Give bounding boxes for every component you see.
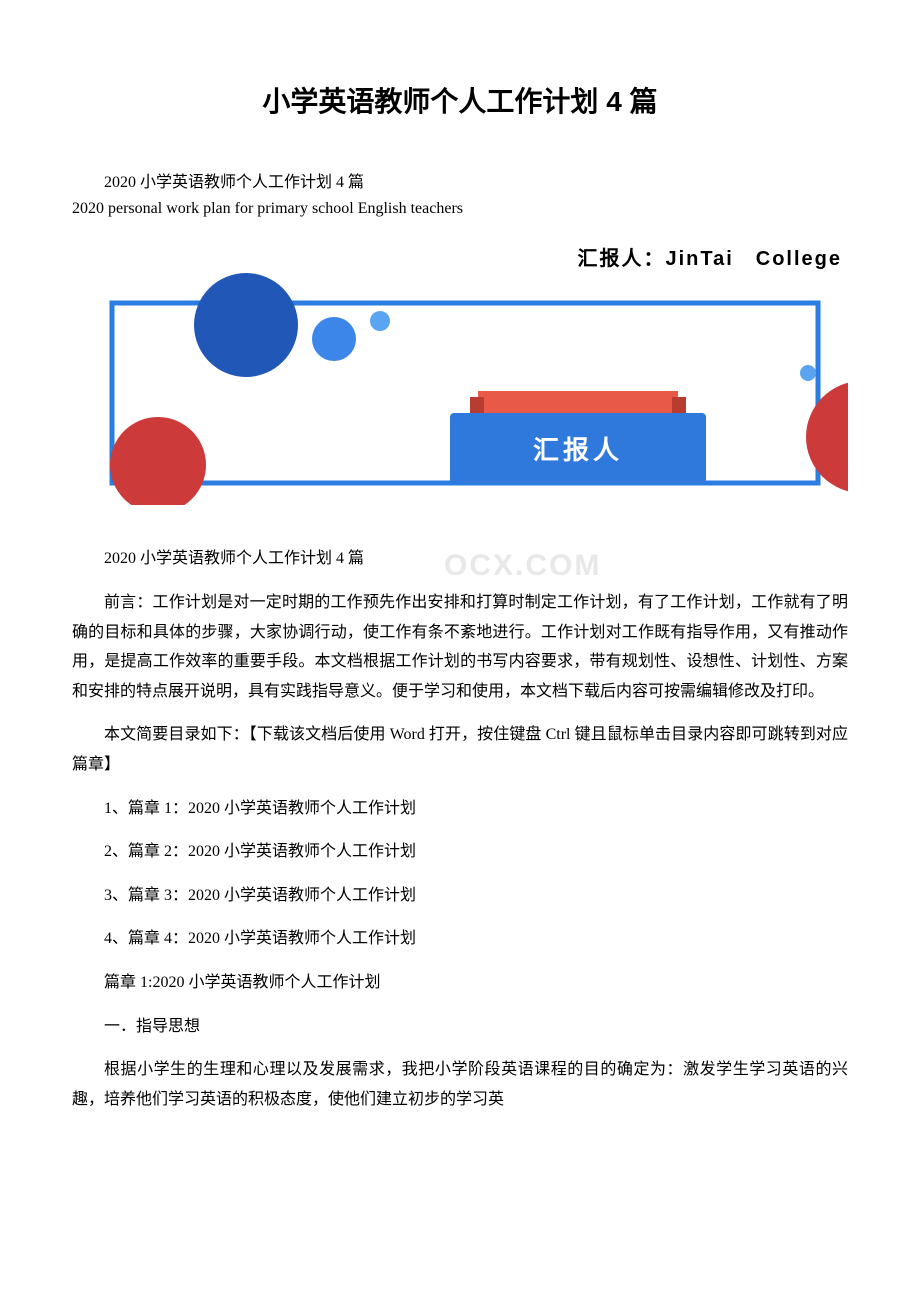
toc-intro: 本文简要目录如下：【下载该文档后使用 Word 打开，按住键盘 Ctrl 键且鼠… <box>72 720 848 779</box>
banner-graphic: 汇报人：JinTai College 汇报人 <box>72 237 848 505</box>
subtitle-block: 2020 小学英语教师个人工作计划 4 篇 2020 personal work… <box>72 170 848 221</box>
subtitle-english: 2020 personal work plan for primary scho… <box>72 196 848 222</box>
document-title: 小学英语教师个人工作计划 4 篇 <box>72 80 848 120</box>
repeat-title: 2020 小学英语教师个人工作计划 4 篇 <box>104 550 364 567</box>
blue-circle-large <box>194 273 298 377</box>
badge-top-strip <box>478 391 678 413</box>
toc-item-1: 1、篇章 1：2020 小学英语教师个人工作计划 <box>72 794 848 824</box>
red-circle-left <box>110 417 206 505</box>
reporter-label: 汇报人：JinTai College <box>577 246 842 270</box>
red-circle-right <box>806 381 848 493</box>
banner-svg: 汇报人：JinTai College 汇报人 <box>72 237 848 505</box>
watermark-text: OCX.COM <box>412 539 601 593</box>
subtitle-chinese: 2020 小学英语教师个人工作计划 4 篇 <box>72 170 848 196</box>
badge-top-right-notch <box>672 397 686 413</box>
section1-body: 根据小学生的生理和心理以及发展需求，我把小学阶段英语课程的目的确定为：激发学生学… <box>72 1055 848 1114</box>
toc-item-4: 4、篇章 4：2020 小学英语教师个人工作计划 <box>72 924 848 954</box>
repeat-title-line: 2020 小学英语教师个人工作计划 4 篇 OCX.COM <box>72 545 848 574</box>
blue-dot-right <box>800 365 816 381</box>
chapter1-heading: 篇章 1:2020 小学英语教师个人工作计划 <box>72 968 848 998</box>
section1-heading: 一．指导思想 <box>72 1012 848 1042</box>
blue-circle-small <box>370 311 390 331</box>
toc-item-3: 3、篇章 3：2020 小学英语教师个人工作计划 <box>72 881 848 911</box>
badge-label: 汇报人 <box>533 435 623 465</box>
blue-circle-medium <box>312 317 356 361</box>
toc-item-2: 2、篇章 2：2020 小学英语教师个人工作计划 <box>72 837 848 867</box>
foreword-paragraph: 前言：工作计划是对一定时期的工作预先作出安排和打算时制定工作计划，有了工作计划，… <box>72 588 848 706</box>
badge-top-left-notch <box>470 397 484 413</box>
